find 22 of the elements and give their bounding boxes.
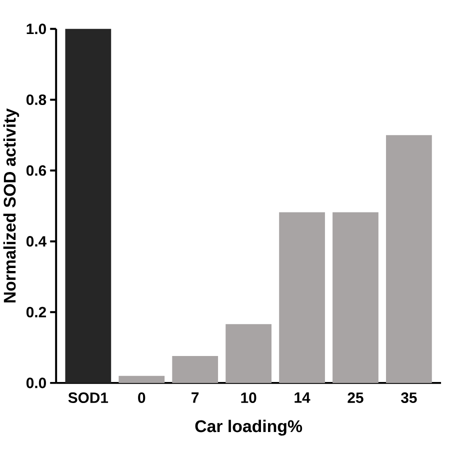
x-tick-label: 14 <box>294 392 310 403</box>
y-tick-label: 0.0 <box>26 378 46 388</box>
x-tick-label: 0 <box>138 392 146 404</box>
y-axis-title: Normalized SOD activity <box>3 108 20 303</box>
bar <box>279 212 325 384</box>
bar <box>226 324 272 384</box>
y-tick-label: 0.2 <box>26 306 46 318</box>
x-tick-label: 25 <box>348 392 364 404</box>
x-tick-label: 7 <box>192 392 199 403</box>
y-tick-label: 0.6 <box>26 165 46 176</box>
y-tick-label: 0.4 <box>26 236 47 247</box>
x-tick-label: 10 <box>241 392 256 404</box>
bar <box>118 376 165 384</box>
bar <box>65 29 112 384</box>
y-tick-label: 1.0 <box>26 24 46 34</box>
x-tick-label: 35 <box>401 392 417 404</box>
bar <box>172 356 218 384</box>
bar <box>386 135 432 384</box>
bar <box>332 212 378 384</box>
x-tick-label: SOD1 <box>68 392 108 404</box>
x-axis-title: Car loading% <box>195 420 302 436</box>
y-tick-label: 0.8 <box>26 94 46 106</box>
